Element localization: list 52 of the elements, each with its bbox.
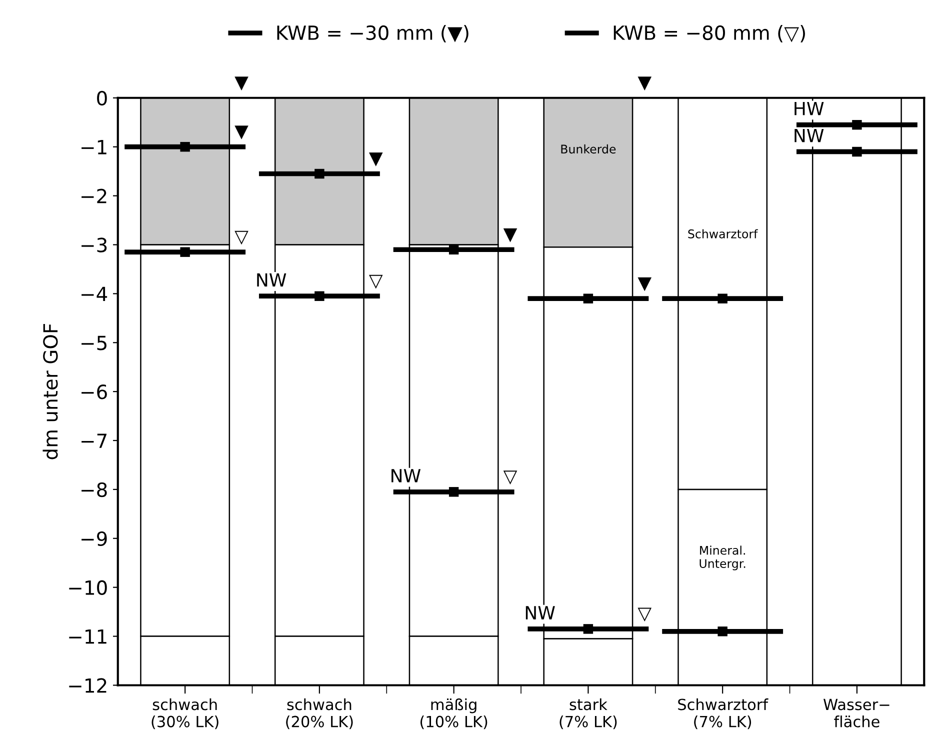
point xyxy=(180,142,190,152)
annotation: ▽ xyxy=(503,470,518,484)
point xyxy=(180,247,190,257)
point xyxy=(852,120,862,130)
y-tick-label: −1 xyxy=(82,140,106,154)
y-tick-label: −12 xyxy=(69,678,106,693)
annotation: ▽ xyxy=(368,274,383,289)
point xyxy=(583,624,594,634)
y-tick-label: −10 xyxy=(69,580,107,596)
y-tick-label: 0 xyxy=(97,90,107,106)
x-tick-label: Schwarztorf (7% LK) xyxy=(678,698,768,730)
y-tick-label: −5 xyxy=(82,336,106,350)
point xyxy=(314,168,324,179)
x-tick-label: mäßig (10% LK) xyxy=(420,698,488,730)
annotation: ▼ xyxy=(503,228,518,242)
annotation: ▼ xyxy=(234,76,248,90)
x-tick-label: Wasser− fläche xyxy=(824,698,890,728)
series-label: Schwarztorf xyxy=(688,229,758,238)
y-axis-title: dm unter GOF xyxy=(42,324,58,460)
y-tick-label: −9 xyxy=(82,531,107,546)
point xyxy=(718,626,728,636)
point xyxy=(448,487,459,497)
data-label: NW xyxy=(257,273,286,286)
x-tick-label: schwach (20% LK) xyxy=(286,698,353,730)
x-tick-label: schwach (30% LK) xyxy=(152,698,218,730)
annotation: ▼ xyxy=(234,126,248,140)
y-tick-label: −7 xyxy=(82,434,106,448)
y-tick-label: −2 xyxy=(82,188,106,204)
data-label: NW xyxy=(392,469,421,482)
point xyxy=(718,294,728,304)
data-label: NW xyxy=(526,606,555,620)
annotation: ▼ xyxy=(638,76,652,90)
data-label: NW xyxy=(794,128,824,142)
legend-label: KWB = −30 mm (▼) xyxy=(277,25,468,42)
annotation: ▽ xyxy=(234,230,248,245)
legend-label: KWB = −80 mm (▽) xyxy=(614,25,805,42)
annotation: ▼ xyxy=(638,277,652,292)
point xyxy=(583,294,594,304)
annotation: ▼ xyxy=(368,152,383,166)
y-tick-label: −6 xyxy=(82,384,107,400)
series-label: Mineral. Untergr. xyxy=(700,546,746,570)
point xyxy=(314,291,324,301)
data-label: HW xyxy=(794,102,824,116)
y-tick-label: −11 xyxy=(69,629,106,644)
point xyxy=(448,244,459,254)
series-label: Bunkerde xyxy=(561,144,616,154)
y-tick-label: −4 xyxy=(82,286,108,302)
annotation: ▽ xyxy=(638,608,652,622)
x-tick-label: stark (7% LK) xyxy=(560,698,617,730)
y-tick-label: −3 xyxy=(82,238,107,252)
point xyxy=(852,146,862,157)
y-tick-label: −8 xyxy=(82,482,107,498)
